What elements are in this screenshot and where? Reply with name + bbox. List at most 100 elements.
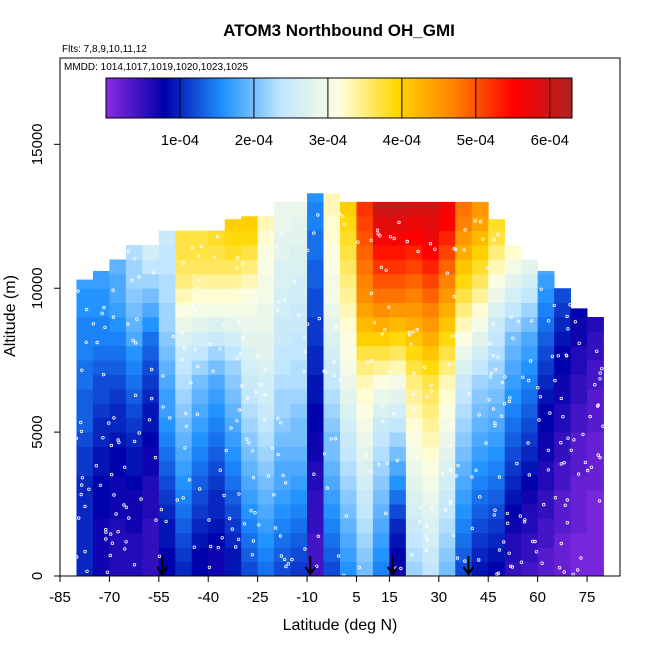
heatmap-cell — [422, 446, 440, 462]
heatmap-cell — [175, 331, 193, 347]
heatmap-cell — [109, 388, 127, 404]
heatmap-cell — [274, 547, 291, 563]
sample-point — [357, 565, 361, 570]
heatmap-cell — [537, 417, 555, 433]
heatmap-cell — [142, 446, 160, 462]
heatmap-cell — [125, 547, 143, 563]
heatmap-cell — [158, 475, 176, 491]
x-tick-label: -25 — [247, 589, 269, 606]
heatmap-cell — [241, 345, 259, 361]
sample-point — [474, 468, 478, 472]
heatmap-cell — [537, 331, 555, 347]
heatmap-cell — [488, 518, 506, 534]
heatmap-cell — [471, 547, 489, 563]
heatmap-cell — [224, 460, 242, 476]
heatmap-cell — [158, 417, 176, 433]
heatmap-cell — [307, 446, 324, 462]
heatmap-cell — [257, 374, 275, 390]
sample-point — [505, 511, 510, 516]
heatmap-cell — [125, 403, 143, 419]
heatmap-cell — [372, 345, 390, 361]
heatmap-cell — [405, 388, 423, 404]
heatmap-cell — [356, 360, 374, 375]
sample-point — [159, 507, 164, 512]
sample-point — [133, 341, 138, 345]
heatmap-cell — [175, 317, 193, 332]
sample-point — [316, 213, 320, 217]
sample-point — [79, 483, 84, 487]
heatmap-cell — [274, 360, 291, 375]
sample-point — [98, 483, 103, 487]
sample-point — [559, 541, 563, 546]
sample-point — [485, 266, 490, 270]
sample-point — [502, 402, 507, 406]
sample-point — [117, 440, 121, 445]
heatmap-cell — [109, 403, 127, 419]
heatmap-cell — [356, 317, 374, 332]
heatmap-cell — [307, 532, 324, 548]
heatmap-cell — [158, 230, 176, 246]
heatmap-cell — [488, 547, 506, 563]
heatmap-cell — [356, 475, 374, 491]
sample-point — [188, 309, 192, 314]
heatmap-cell — [323, 388, 341, 404]
sample-point — [236, 319, 240, 323]
heatmap-cell — [257, 475, 275, 491]
heatmap-cell — [142, 317, 160, 332]
heatmap-cell — [109, 259, 127, 275]
heatmap-cell — [125, 561, 143, 577]
sample-point — [369, 359, 373, 363]
heatmap-cell — [109, 360, 127, 375]
sample-point — [388, 235, 393, 239]
x-axis: -85 -70 -55 -40 -25 -10 5 15 30 45 60 75 — [49, 576, 595, 606]
sample-point — [462, 248, 466, 252]
sample-point — [462, 319, 466, 323]
sample-point — [452, 246, 456, 251]
heatmap-cell — [191, 331, 209, 347]
sample-point — [445, 271, 450, 275]
x-tick-label: -10 — [296, 589, 318, 606]
sample-point — [104, 530, 108, 534]
sample-point — [187, 478, 192, 482]
heatmap-cell — [158, 273, 176, 289]
heatmap-cell — [438, 518, 456, 534]
heatmap-cell — [257, 460, 275, 476]
heatmap-cell — [142, 245, 160, 260]
sample-point — [184, 424, 189, 428]
colorbar-tick-label: 6e-04 — [531, 132, 569, 149]
heatmap-cell — [372, 489, 390, 505]
heatmap-cell — [142, 489, 160, 505]
sample-point — [153, 455, 158, 460]
x-tick-label: 15 — [381, 589, 398, 606]
heatmap-cell — [125, 288, 143, 304]
heatmap-cell — [323, 403, 341, 419]
sample-point — [111, 315, 116, 319]
heatmap-cell — [570, 518, 588, 534]
heatmap-cell — [372, 230, 390, 246]
sample-point — [478, 495, 482, 499]
sample-point — [522, 520, 527, 524]
heatmap-cell — [274, 317, 291, 332]
heatmap-cell — [521, 288, 539, 304]
sample-point — [84, 307, 89, 312]
heatmap-cell — [323, 345, 341, 361]
sample-point — [433, 247, 437, 251]
sample-point — [324, 241, 328, 245]
sample-point — [583, 460, 588, 465]
heatmap-cell — [274, 345, 291, 361]
heatmap-cell — [438, 489, 456, 505]
heatmap-cell — [372, 561, 390, 577]
heatmap-cell — [191, 259, 209, 275]
heatmap-cell — [554, 460, 571, 476]
heatmap-cell — [570, 308, 588, 318]
heatmap-cell — [389, 230, 407, 246]
heatmap-cell — [307, 201, 324, 217]
heatmap-cell — [422, 259, 440, 275]
sample-point — [242, 522, 247, 526]
heatmap-cell — [257, 230, 275, 246]
heatmap-cell — [438, 273, 456, 289]
heatmap-cell — [537, 302, 555, 318]
heatmap-cell — [224, 504, 242, 519]
heatmap-cell — [323, 230, 341, 246]
x-tick-label: -55 — [148, 589, 170, 606]
